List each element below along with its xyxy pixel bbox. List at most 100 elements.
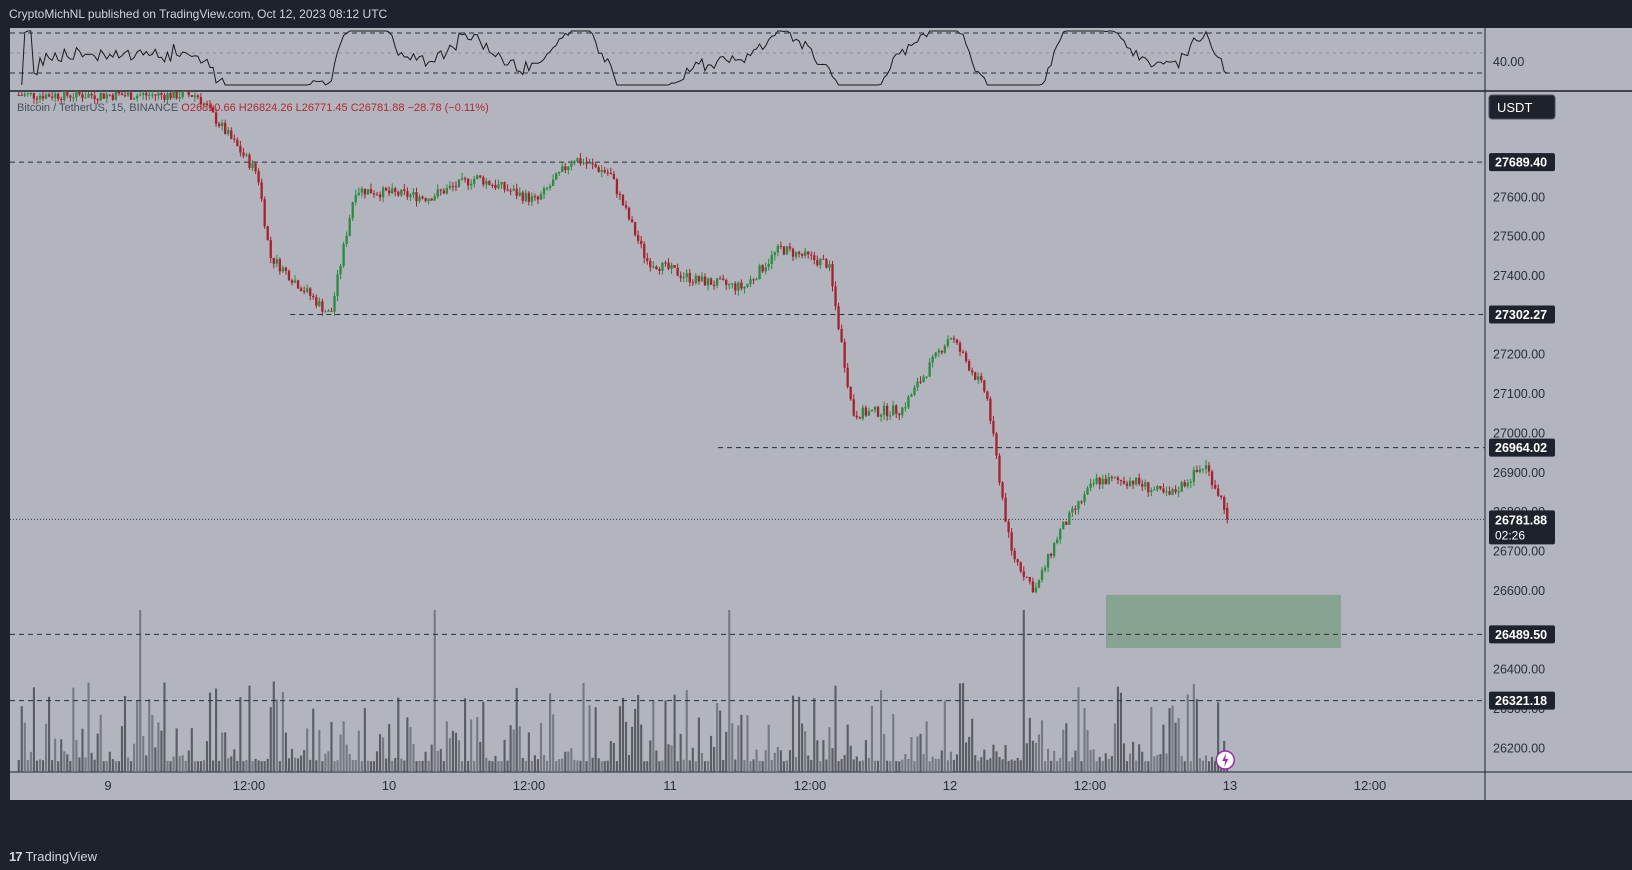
candle (406, 187, 409, 200)
volume-bar (919, 733, 922, 772)
volume-bar (779, 750, 782, 772)
candle (299, 286, 303, 292)
candle (694, 273, 698, 285)
candle-body (600, 169, 603, 172)
volume-bar (737, 725, 740, 772)
volume-bar (1037, 734, 1041, 772)
volume-bar (448, 738, 451, 772)
volume-bar (898, 761, 901, 772)
candle (597, 165, 600, 173)
candle-body (1083, 494, 1086, 502)
candle-body (412, 192, 415, 195)
candle (946, 335, 950, 348)
candle-body (1119, 480, 1123, 482)
candle (615, 177, 619, 198)
candle (381, 185, 385, 203)
volume-bar (1010, 759, 1013, 772)
candle-body (354, 194, 357, 203)
candle-body (770, 255, 773, 264)
volume-bar (497, 760, 500, 772)
candle-body (132, 98, 136, 100)
candle-body (275, 259, 278, 264)
candle-body (1116, 477, 1120, 481)
candle (145, 91, 148, 101)
candle-body (867, 411, 871, 416)
candle (391, 183, 394, 195)
candle-body (579, 158, 582, 164)
volume-bar (788, 750, 792, 772)
volume-bar (928, 761, 931, 772)
candle (108, 94, 111, 97)
candle (837, 302, 840, 331)
volume-bar (421, 760, 424, 772)
candle (676, 263, 679, 277)
tradingview-logo[interactable]: 17 TradingView (9, 844, 97, 870)
candle (898, 412, 901, 421)
candle-body (655, 266, 658, 270)
volume-bar (582, 682, 585, 772)
candle-body (819, 258, 822, 266)
candle (1226, 502, 1229, 524)
candle (442, 187, 445, 194)
candle (397, 190, 400, 198)
candle-body (278, 259, 282, 272)
volume-bar (321, 761, 324, 772)
candle (949, 337, 953, 340)
candle (135, 93, 139, 102)
candle-body (272, 257, 275, 264)
currency-button[interactable] (1488, 94, 1556, 120)
volume-bar (385, 758, 388, 772)
volume-bar (1086, 730, 1089, 772)
volume-bar (193, 761, 196, 772)
volume-bar (1168, 708, 1171, 772)
candle-body (661, 262, 664, 271)
volume-bar (594, 707, 597, 772)
time-tick-label: 10 (382, 778, 396, 793)
volume-bar (160, 730, 163, 772)
candle (60, 96, 63, 104)
volume-bar (907, 758, 910, 772)
candle-body (90, 93, 93, 96)
candle-body (32, 93, 36, 99)
candle-body (1016, 559, 1019, 563)
candle-body (1210, 471, 1214, 486)
volume-bar (804, 731, 807, 772)
volume-bar (491, 761, 494, 772)
volume-bar (889, 761, 892, 772)
candle-body (315, 297, 318, 306)
candle (369, 183, 373, 194)
candle-body (281, 267, 285, 272)
volume-bar (1050, 760, 1053, 772)
candle (1168, 486, 1171, 496)
candle (585, 157, 588, 169)
time-tick-label: 12:00 (1074, 778, 1107, 793)
volume-bar (457, 740, 461, 772)
candle-body (284, 267, 288, 271)
volume-bar (873, 760, 877, 772)
volume-bar (974, 755, 977, 772)
volume-bar (409, 727, 412, 772)
volume-bar (208, 692, 212, 772)
volume-bar (467, 761, 470, 772)
candle-body (157, 93, 160, 96)
candle-body (418, 196, 421, 202)
candle-body (451, 185, 455, 187)
level-price-tag: 26321.18 (1495, 694, 1547, 708)
candle-body (588, 162, 591, 164)
candle-body (227, 130, 230, 134)
lightning-icon[interactable] (1215, 750, 1235, 770)
candle-body (296, 280, 300, 289)
candle (1010, 527, 1013, 556)
volume-bar (825, 759, 828, 772)
volume-bar (17, 760, 20, 772)
candle (44, 92, 48, 100)
tradingview-brand: TradingView (25, 849, 98, 864)
candle (861, 404, 865, 421)
volume-bar (749, 761, 752, 772)
volume-bar (764, 750, 767, 772)
candle-body (637, 235, 640, 241)
volume-bar (546, 760, 549, 772)
candle (224, 119, 227, 135)
volume-bar (230, 756, 233, 772)
